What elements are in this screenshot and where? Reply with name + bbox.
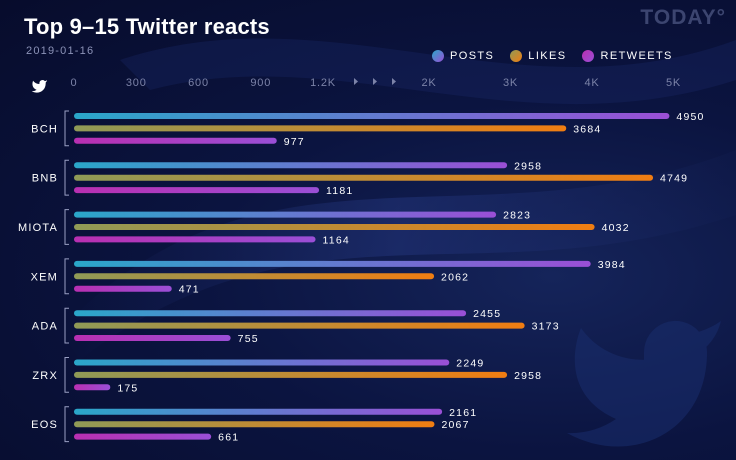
category-label: EOS (31, 419, 58, 431)
data-label: 4749 (660, 173, 688, 185)
data-label: 3984 (598, 259, 626, 271)
twitter-bird-icon (31, 80, 48, 93)
category-group-zrx: ZRX 2249 2958 175 (32, 357, 542, 394)
category-bracket (64, 159, 69, 196)
legend-label-likes: LIKES (528, 50, 567, 62)
bar-retweets (74, 433, 212, 440)
legend-swatch-likes (510, 50, 523, 62)
data-label: 2958 (514, 370, 542, 382)
category-group-ada: ADA 2455 3173 755 (32, 307, 560, 345)
data-label: 3684 (573, 123, 601, 135)
bar-likes (74, 371, 508, 378)
data-label: 755 (238, 333, 259, 345)
data-label: 2455 (473, 308, 501, 320)
legend-item-posts: POSTS (432, 50, 494, 62)
bar-likes (74, 322, 525, 329)
data-label: 977 (284, 136, 305, 148)
category-group-miota: MIOTA 2823 4032 1164 (18, 209, 630, 246)
category-label: BNB (32, 173, 58, 185)
legend-label-posts: POSTS (450, 50, 495, 62)
category-bracket (64, 209, 69, 245)
data-label: 175 (117, 382, 138, 394)
bar-retweets (74, 236, 316, 243)
bar-retweets (74, 384, 111, 391)
x-tick-label: 4K (584, 77, 599, 89)
bar-posts (74, 359, 450, 366)
category-label: ZRX (32, 370, 58, 382)
bar-retweets (74, 137, 277, 144)
bar-likes (74, 421, 435, 428)
bar-likes (74, 224, 595, 230)
legend-swatch-retweets (582, 50, 595, 62)
bar-likes (74, 125, 567, 132)
chart-date: 2019-01-16 (26, 45, 95, 57)
chart-title: Top 9–15 Twitter reacts (24, 14, 270, 39)
category-group-xem: XEM 3984 2062 471 (31, 258, 626, 296)
legend-item-retweets: RETWEETS (582, 50, 672, 62)
data-label: 2249 (456, 358, 484, 370)
bar-posts (74, 162, 508, 169)
data-label: 2067 (441, 419, 469, 431)
bar-posts (74, 211, 497, 218)
x-tick-label: 0 (71, 77, 78, 89)
bar-likes (74, 174, 654, 181)
legend-swatch-posts (432, 50, 444, 62)
twitter-bird-watermark (567, 320, 721, 447)
brand-logo: TODAY° (640, 6, 726, 29)
data-label: 661 (218, 432, 239, 444)
category-label: BCH (31, 123, 58, 135)
bar-posts (74, 113, 670, 119)
x-axis: 0 300 600 900 1.2K 2K 3K 4K 5K (71, 77, 681, 89)
x-tick-label: 1.2K (310, 77, 336, 89)
x-tick-label: 3K (503, 77, 518, 89)
axis-break-marker (354, 78, 358, 85)
category-bracket (64, 406, 69, 443)
category-group-bnb: BNB 2958 4749 1181 (32, 159, 688, 197)
data-label: 2062 (441, 271, 469, 283)
data-label: 471 (179, 284, 200, 296)
x-tick-label: 900 (250, 77, 271, 89)
data-label: 1181 (326, 185, 353, 197)
bar-likes (74, 273, 435, 280)
data-label: 4950 (676, 111, 704, 123)
category-bracket (64, 307, 69, 344)
category-bracket (64, 110, 69, 147)
bar-posts (74, 260, 591, 267)
bar-posts (74, 310, 467, 317)
category-label: ADA (32, 321, 58, 333)
legend-item-likes: LIKES (510, 50, 566, 62)
bar-retweets (74, 187, 320, 194)
category-bracket (64, 357, 69, 393)
bar-retweets (74, 335, 231, 341)
x-tick-label: 300 (126, 77, 147, 89)
x-tick-label: 5K (666, 77, 681, 89)
category-label: MIOTA (18, 222, 58, 234)
chart-legend: POSTS LIKES RETWEETS (432, 50, 673, 62)
category-label: XEM (31, 271, 58, 283)
data-label: 4032 (602, 222, 630, 234)
category-bracket (64, 258, 69, 295)
x-tick-label: 2K (421, 77, 436, 89)
category-groups: BCH 4950 3684 977 BNB 2958 4749 1181 MIOTA 2823 40… (18, 110, 704, 444)
data-label: 2161 (449, 407, 477, 419)
data-label: 3173 (532, 321, 560, 333)
category-group-bch: BCH 4950 3684 977 (31, 110, 704, 148)
bar-posts (74, 408, 443, 415)
data-label: 2958 (514, 160, 542, 172)
x-tick-label: 600 (188, 77, 209, 89)
data-label: 1164 (323, 234, 350, 246)
legend-label-retweets: RETWEETS (600, 50, 673, 62)
axis-break-marker (373, 78, 377, 85)
bar-retweets (74, 285, 172, 292)
data-label: 2823 (503, 210, 531, 222)
axis-break-marker (392, 78, 396, 85)
